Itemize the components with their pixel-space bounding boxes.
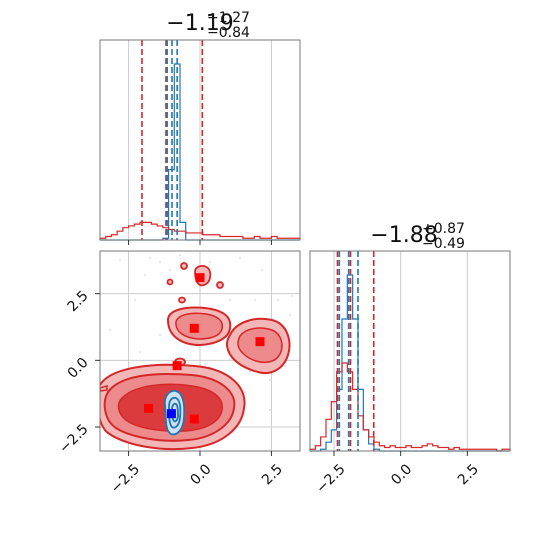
marker-red <box>172 361 182 371</box>
histogram-title-top: −1.19 <box>166 11 233 36</box>
ticks-right: −2.5 0.0 2.5 <box>313 451 482 497</box>
axes-frame-right <box>309 250 511 452</box>
best-fit-markers <box>144 273 265 424</box>
contour-panel: −2.5 0.0 2.5 −2.5 0.0 2.5 <box>56 250 301 497</box>
quantile-lines-right <box>336 251 375 451</box>
y-tick-label: −2.5 <box>56 421 91 456</box>
ticks-top <box>128 240 272 245</box>
contour-region-middle <box>166 306 232 347</box>
x-tick-label: 0.0 <box>388 461 415 488</box>
title-top-value: −1.19 <box>166 11 233 36</box>
x-tick-label: 0.0 <box>188 461 215 488</box>
marker-blue <box>166 409 176 419</box>
quantile-lines-top <box>141 40 204 240</box>
grid-right <box>333 251 468 451</box>
y-tick-label: 0.0 <box>65 355 92 382</box>
title-top-upper: +1.27 <box>207 10 250 26</box>
x-tick-label: −2.5 <box>108 461 143 496</box>
title-top-lower: −0.84 <box>207 25 250 41</box>
x-tick-label: 2.5 <box>259 461 286 488</box>
histogram-title-right: −1.88 <box>370 223 437 248</box>
title-right-upper: +0.87 <box>422 221 465 237</box>
marker-red <box>189 323 199 333</box>
grid-top <box>128 40 272 240</box>
title-right-value: −1.88 <box>370 223 437 248</box>
y-tick-label: 2.5 <box>65 288 92 315</box>
x-tick-label: 2.5 <box>455 461 482 488</box>
marker-red <box>144 403 154 413</box>
title-right-lower: −0.49 <box>422 236 465 252</box>
marker-red <box>189 414 199 424</box>
histogram-panel-right: −1.88 +0.87 −0.49 −2.5 0.0 2.5 <box>309 221 511 497</box>
marker-red <box>255 337 265 347</box>
histogram-panel-top: −1.19 +1.27 −0.84 <box>99 10 301 245</box>
marker-red <box>195 273 205 283</box>
histogram-step <box>99 221 301 240</box>
x-tick-label: −2.5 <box>313 461 348 496</box>
